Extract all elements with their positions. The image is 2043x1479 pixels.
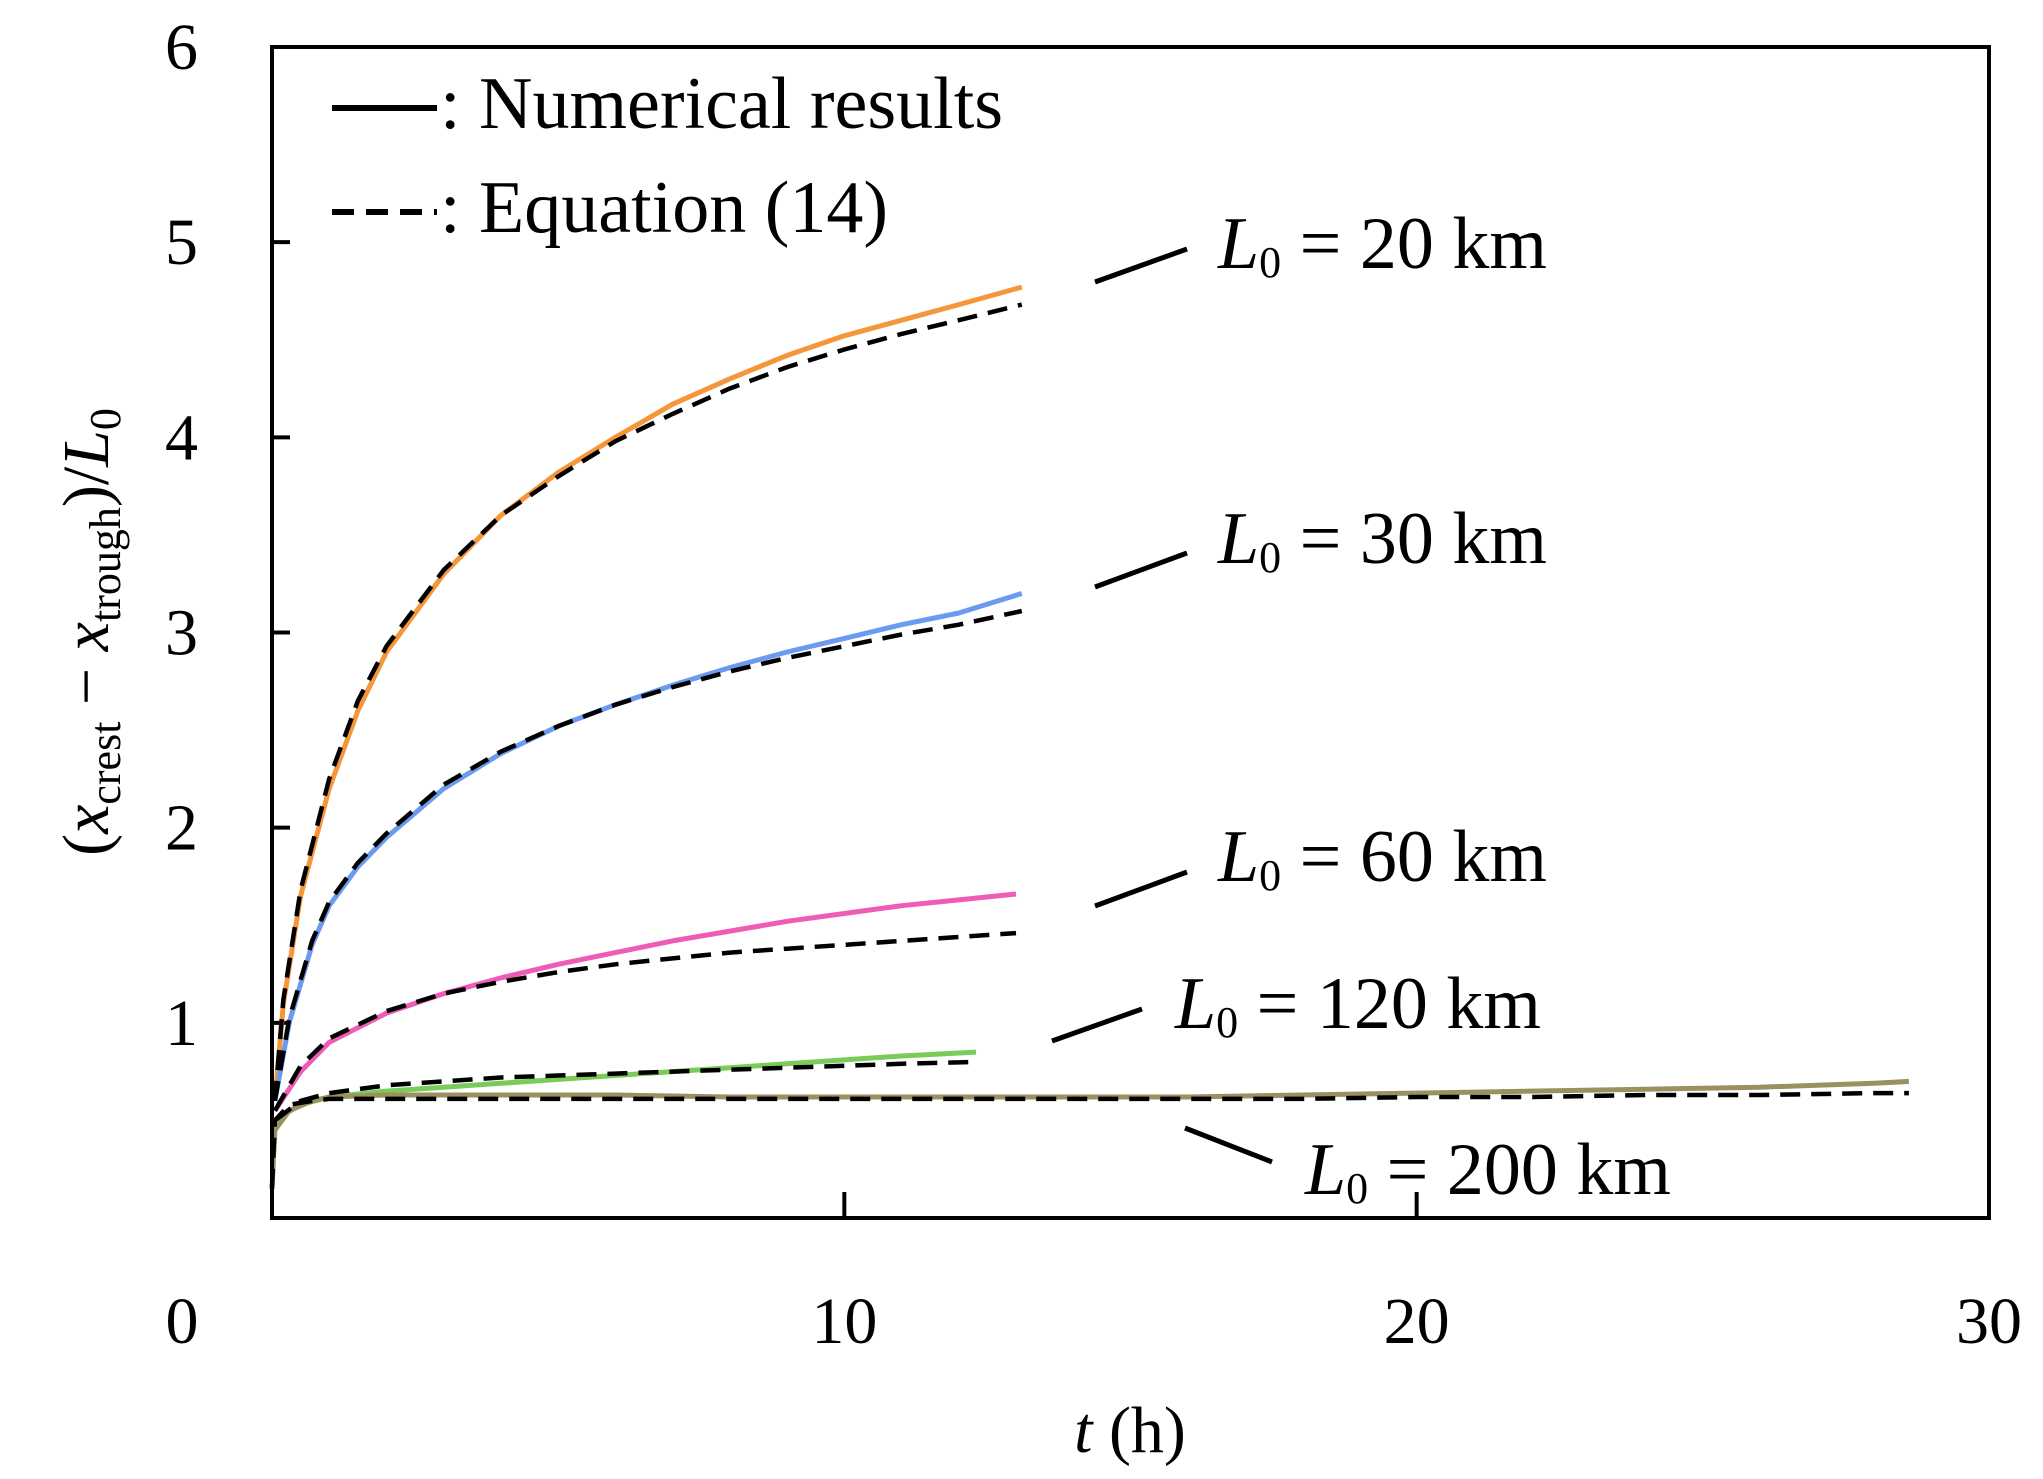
- axis-ticks: 1 2 3 4 5 6 0 10 20 30: [165, 11, 2022, 1358]
- x-axis-title: t (h): [1074, 1394, 1186, 1467]
- legend-numerical-label: : Numerical results: [440, 63, 1003, 145]
- series-numerical-0200km: [269, 1078, 1910, 1189]
- leader-line-30km: [1094, 550, 1188, 590]
- y-axis-title: (xcrest − xtrough)/L0: [50, 408, 130, 856]
- leader-line-120km: [1051, 1006, 1143, 1044]
- x-tick-label-10: 10: [811, 1285, 877, 1358]
- x-tick-label-0: 0: [166, 1285, 199, 1358]
- leader-line-20km: [1094, 246, 1188, 285]
- legend-equation-label: : Equation (14): [440, 167, 888, 249]
- legend: : Numerical results : Equation (14): [332, 63, 1003, 249]
- label-200km: L0 = 200 km: [1304, 1129, 1671, 1213]
- plot-frame: [270, 45, 1991, 1220]
- y-tick-label-2: 2: [165, 792, 198, 865]
- series-numerical-0120km: [273, 1049, 977, 1123]
- label-120km: L0 = 120 km: [1174, 963, 1541, 1047]
- series-numerical-060km: [272, 891, 1017, 1113]
- x-tick-label-20: 20: [1384, 1285, 1450, 1358]
- x-tick-label-30: 30: [1956, 1285, 2022, 1358]
- series-numerical-030km: [272, 591, 1023, 1102]
- leader-line-60km: [1094, 869, 1188, 909]
- series-equation-030km: [272, 608, 1023, 1102]
- y-tick-label-1: 1: [165, 987, 198, 1060]
- series-equation-060km: [272, 930, 1017, 1112]
- y-tick-label-3: 3: [165, 597, 198, 670]
- label-20km: L0 = 20 km: [1217, 203, 1547, 287]
- series-layer: [269, 284, 1910, 1189]
- y-tick-label-5: 5: [165, 206, 198, 279]
- series-equation-0120km: [273, 1059, 977, 1123]
- y-tick-label-4: 4: [165, 401, 198, 474]
- label-30km: L0 = 30 km: [1217, 498, 1547, 582]
- series-equation-020km: [272, 302, 1023, 1102]
- series-annotations: L0 = 20 km L0 = 30 km L0 = 60 km L0 = 12…: [1051, 203, 1671, 1213]
- leader-line-200km: [1184, 1125, 1273, 1165]
- label-60km: L0 = 60 km: [1217, 816, 1547, 900]
- y-tick-label-6: 6: [165, 11, 198, 84]
- series-equation-0200km: [269, 1090, 1909, 1189]
